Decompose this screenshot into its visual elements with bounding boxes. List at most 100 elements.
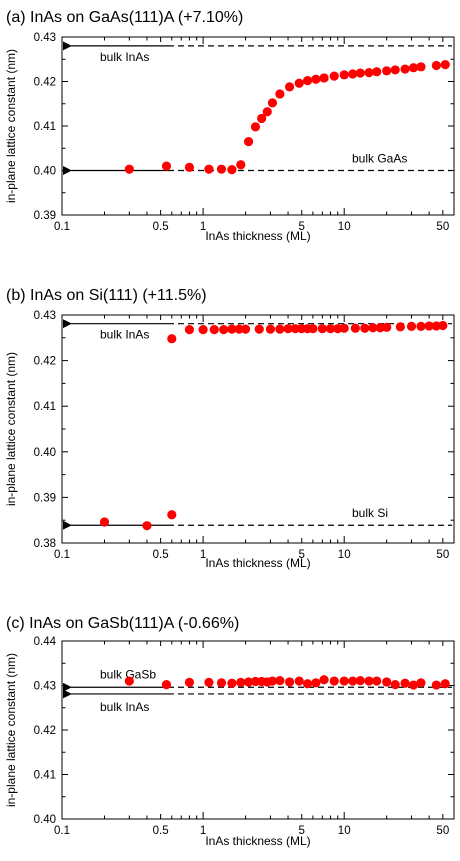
data-point	[204, 677, 214, 687]
panel-c: (c) InAs on GaSb(111)A (-0.66%) 0.1 0.5 1 5…	[4, 615, 455, 848]
data-point	[204, 164, 214, 174]
panel-c-ref-lower: bulk InAs	[62, 689, 452, 714]
panel-b-ref-upper: bulk InAs	[62, 319, 452, 342]
y-tick-label: 0.43	[34, 310, 56, 322]
data-point	[227, 324, 237, 334]
data-point	[236, 160, 246, 170]
x-tick-label: 0.5	[153, 221, 169, 233]
data-point	[339, 70, 349, 80]
data-point	[227, 165, 237, 175]
data-point	[167, 510, 177, 520]
data-point	[124, 164, 134, 174]
panel-c-points	[124, 675, 450, 690]
data-point	[167, 334, 177, 344]
data-point	[99, 517, 110, 527]
data-point	[416, 321, 426, 331]
data-point	[302, 76, 313, 86]
x-tick-label: 10	[338, 221, 351, 233]
x-tick-label: 5	[299, 221, 305, 233]
x-tick-label: 1	[200, 549, 206, 561]
x-tick-label: 0.5	[153, 825, 169, 837]
panel-b-ref-lower-label: bulk Si	[352, 506, 388, 520]
data-point	[372, 676, 382, 686]
panel-b-title: (b) InAs on Si(111) (+11.5%)	[6, 287, 207, 304]
data-point	[198, 324, 208, 335]
panel-a-ref-lower: bulk GaAs	[62, 152, 452, 175]
data-point	[161, 680, 172, 690]
y-tick-label: 0.42	[34, 77, 56, 89]
data-point	[184, 677, 195, 687]
panel-a-title: (a) InAs on GaAs(111)A (+7.10%)	[6, 9, 243, 26]
data-point	[416, 678, 426, 688]
x-tick-label: 0.1	[54, 221, 70, 233]
data-point	[339, 676, 349, 686]
y-tick-label: 0.39	[34, 492, 56, 504]
x-tick-label: 50	[436, 221, 449, 233]
data-point	[216, 164, 227, 174]
data-point	[440, 59, 450, 70]
data-point	[364, 676, 374, 686]
data-point	[236, 677, 246, 687]
x-tick-label: 0.5	[153, 549, 169, 561]
data-point	[348, 69, 358, 79]
x-tick-label: 1	[200, 825, 206, 837]
data-point	[408, 680, 419, 690]
panel-b: (b) InAs on Si(111) (+11.5%) 0.1 0.5 1 5 10 5…	[4, 287, 455, 570]
panel-a-ylabel: in-plane lattice constant (nm)	[4, 49, 18, 203]
data-point	[184, 162, 195, 172]
data-point	[219, 324, 229, 335]
data-point	[267, 98, 278, 108]
data-point	[431, 680, 441, 690]
data-point	[216, 678, 227, 688]
data-point	[325, 324, 336, 334]
y-tick-label: 0.41	[34, 401, 56, 413]
x-tick-label: 10	[338, 549, 351, 561]
data-point	[360, 323, 370, 333]
data-point	[339, 323, 349, 333]
panel-c-ylabel: in-plane lattice constant (nm)	[4, 653, 18, 807]
panel-a-ref-lower-label: bulk GaAs	[352, 152, 407, 166]
data-point	[400, 678, 410, 688]
y-tick-label: 0.40	[34, 166, 56, 178]
x-tick-label: 1	[200, 221, 206, 233]
data-point	[308, 324, 318, 334]
x-tick-label: 0.1	[54, 549, 70, 561]
data-point	[243, 136, 254, 147]
panel-c-ref-upper-label: bulk GaSb	[100, 667, 156, 681]
data-point	[424, 321, 434, 331]
data-point	[257, 113, 267, 124]
data-point	[265, 324, 276, 334]
data-point	[254, 324, 264, 334]
data-point	[348, 676, 358, 686]
y-tick-label: 0.38	[34, 538, 56, 550]
data-point	[275, 676, 285, 686]
x-tick-label: 10	[338, 825, 351, 837]
y-tick-label: 0.44	[34, 636, 57, 648]
data-point	[382, 677, 392, 687]
data-point	[294, 78, 304, 88]
panel-b-xlabel: InAs thickness (ML)	[205, 556, 310, 570]
panel-a: (a) InAs on GaAs(111)A (+7.10%) 0.1 0.5 1 5…	[4, 9, 455, 243]
data-point	[184, 324, 195, 335]
panel-b-ref-upper-label: bulk InAs	[100, 328, 149, 342]
panel-b-frame	[61, 314, 455, 544]
data-point	[329, 71, 339, 81]
data-point	[390, 65, 400, 75]
data-point	[431, 60, 441, 71]
data-point	[364, 68, 374, 78]
y-tick-label: 0.42	[34, 356, 56, 368]
data-point	[250, 122, 261, 132]
x-tick-label: 5	[299, 825, 305, 837]
data-point	[317, 324, 327, 334]
x-tick-label: 0.1	[54, 825, 70, 837]
data-point	[124, 676, 134, 686]
data-point	[319, 73, 329, 83]
data-point	[275, 89, 285, 99]
panel-a-ticks: 0.1 0.5 1 5 10 50 0.39 0.40 0.41 0.42 0.43	[34, 32, 454, 233]
panel-c-xlabel: InAs thickness (ML)	[205, 834, 310, 848]
panel-b-ticks: 0.1 0.5 1 5 10 50 0.38 0.39 0.40 0.41 0.42 0.43	[34, 310, 454, 561]
y-tick-label: 0.41	[34, 121, 56, 133]
y-tick-label: 0.39	[34, 210, 56, 222]
panel-c-ticks: 0.1 0.5 1 5 10 50 0.40 0.41 0.42 0.43 0.44	[34, 636, 454, 837]
data-point	[290, 324, 300, 334]
